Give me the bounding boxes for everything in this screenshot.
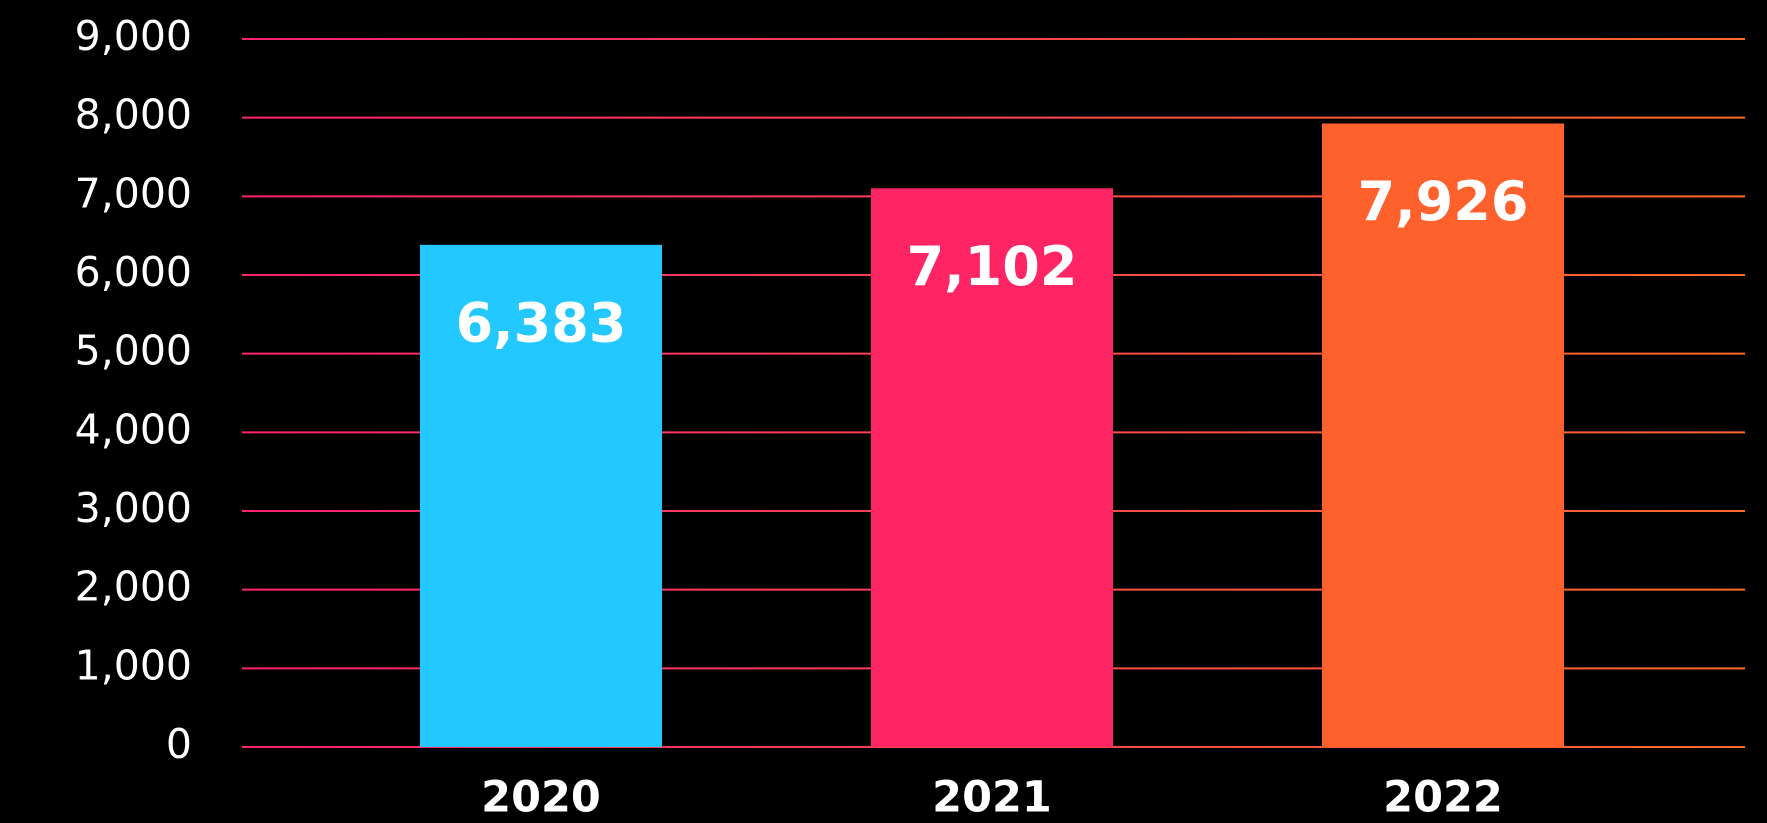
y-tick-label: 0 (166, 720, 192, 768)
bars (420, 123, 1564, 748)
x-tick-label: 2022 (1383, 773, 1503, 823)
value-label: 6,383 (456, 292, 627, 355)
bar (1322, 123, 1564, 748)
x-tick-label: 2020 (481, 773, 601, 823)
y-tick-label: 5,000 (75, 327, 192, 375)
y-tick-label: 3,000 (75, 484, 192, 532)
value-label: 7,102 (907, 235, 1078, 298)
y-tick-label: 4,000 (75, 405, 192, 453)
y-tick-label: 7,000 (75, 169, 192, 217)
x-tick-label: 2021 (932, 773, 1052, 823)
y-tick-label: 6,000 (75, 248, 192, 296)
y-tick-label: 2,000 (75, 563, 192, 611)
y-tick-label: 9,000 (75, 12, 192, 60)
y-tick-label: 8,000 (75, 91, 192, 139)
labels: 0 1,000 2,000 3,000 4,000 5,000 6,000 7,000 8,00… (75, 12, 1529, 823)
value-label: 7,926 (1358, 170, 1529, 233)
bar (871, 188, 1113, 747)
bar (420, 244, 662, 747)
y-tick-label: 1,000 (75, 641, 192, 689)
